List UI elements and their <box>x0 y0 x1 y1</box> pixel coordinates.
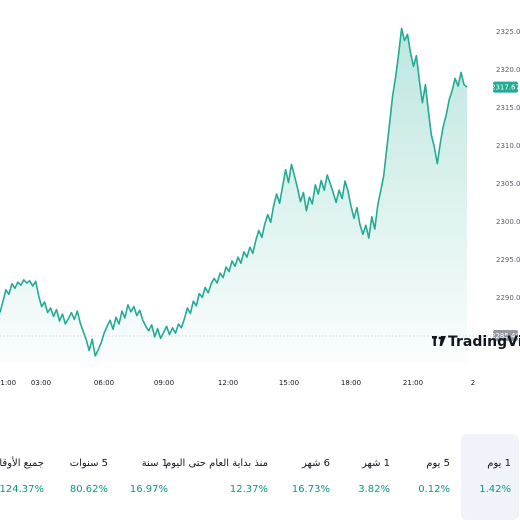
period-label: جميع الأوقات <box>0 458 44 469</box>
period-change-value: 16.73% <box>291 484 330 495</box>
period-label: منذ بداية العام حتى اليوم <box>165 458 268 469</box>
x-axis-tick-label: 15:00 <box>279 379 299 387</box>
y-axis-tick-label: 2295.00 <box>496 256 520 264</box>
period-performance-bar: 1 يوم 1.42% 5 يوم 0.12% 1 شهر 3.82% 6 شهر 16.73… <box>0 434 520 520</box>
crosshair-price-label: 2285.40 <box>491 330 520 341</box>
period-label: 1 يوم <box>487 458 511 469</box>
price-line <box>0 27 468 357</box>
period-change-value: 16.97% <box>129 484 168 495</box>
tradingview-logo-icon <box>432 336 446 346</box>
period-change-value: 0.12% <box>418 484 450 495</box>
tradingview-watermark[interactable]: TradingView <box>432 334 520 350</box>
period-change-value: 3.82% <box>358 484 390 495</box>
x-axis-tick-label: 2 <box>471 379 475 387</box>
period-1-month-tab[interactable]: 1 شهر 3.82% <box>340 434 398 520</box>
y-axis-tick-label: 2300.00 <box>496 218 520 226</box>
x-axis-tick-label: 03:00 <box>31 379 51 387</box>
period-label: 1 شهر <box>361 458 390 469</box>
price-chart[interactable]: 2325.00 2320.00 2315.00 2310.00 2305.00 2300.… <box>0 0 520 390</box>
period-change-value: 1.42% <box>479 484 511 495</box>
y-axis-tick-label: 2325.00 <box>496 28 520 36</box>
y-axis-tick-label: 2320.00 <box>496 66 520 74</box>
period-change-value: 11124.37% <box>0 484 44 495</box>
period-1-day-tab[interactable]: 1 يوم 1.42% <box>461 434 519 520</box>
y-axis-tick-label: 2305.00 <box>496 180 520 188</box>
svg-text:2285.40: 2285.40 <box>491 332 520 340</box>
x-axis-tick-label: 09:00 <box>154 379 174 387</box>
y-axis-tick-label: 2290.00 <box>496 294 520 302</box>
svg-text:2317.67: 2317.67 <box>491 84 520 92</box>
tradingview-wordmark: TradingView <box>448 334 520 350</box>
period-change-value: 12.37% <box>229 484 268 495</box>
period-label: 5 يوم <box>426 458 450 469</box>
period-5-years-tab[interactable]: 5 سنوات 80.62% <box>54 434 116 520</box>
y-axis-tick-label: 2315.00 <box>496 104 520 112</box>
period-1-year-tab[interactable]: 1 سنة 16.97% <box>118 434 176 520</box>
period-ytd-tab[interactable]: منذ بداية العام حتى اليوم 12.37% <box>165 434 276 520</box>
last-price-badge: 2317.67 <box>491 81 520 93</box>
x-axis-tick-label: 18:00 <box>341 379 361 387</box>
period-change-value: 80.62% <box>69 484 108 495</box>
x-axis-tick-label: 06:00 <box>94 379 114 387</box>
x-axis-tick-label: 01:00 <box>0 379 16 387</box>
x-axis-tick-label: 21:00 <box>403 379 423 387</box>
y-axis-tick-label: 2310.00 <box>496 142 520 150</box>
period-label: 1 سنة <box>141 458 168 469</box>
period-6-month-tab[interactable]: 6 شهر 16.73% <box>278 434 338 520</box>
x-axis-tick-label: 12:00 <box>218 379 238 387</box>
period-label: 6 شهر <box>301 458 330 469</box>
period-5-day-tab[interactable]: 5 يوم 0.12% <box>400 434 458 520</box>
chart-canvas[interactable]: 2325.00 2320.00 2315.00 2310.00 2305.00 2300.… <box>0 0 520 390</box>
price-area <box>0 28 467 363</box>
period-label: 5 سنوات <box>69 458 108 469</box>
period-all-time-tab[interactable]: جميع الأوقات 11124.37% <box>0 434 52 520</box>
